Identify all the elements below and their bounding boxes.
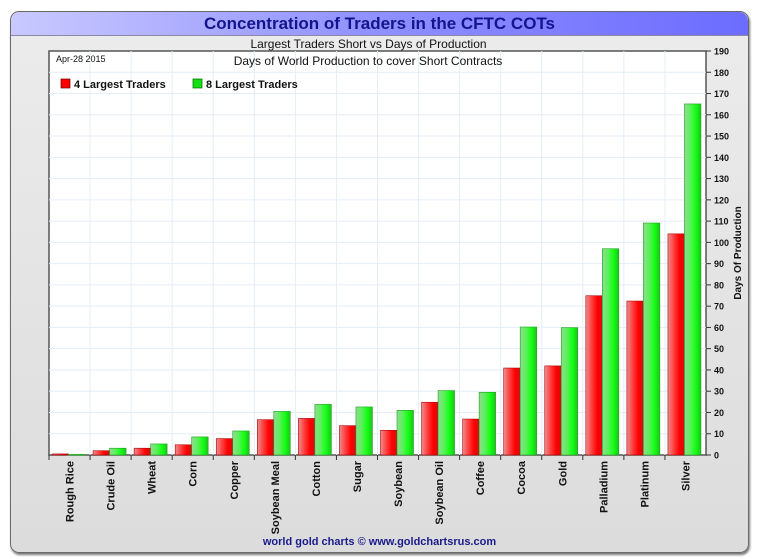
bar-4-largest-crude-oil xyxy=(92,450,110,456)
bar-8-largest-cocoa xyxy=(519,326,537,456)
bar-8-largest-copper xyxy=(232,430,250,456)
chart-title: Concentration of Traders in the CFTC COT… xyxy=(203,14,556,33)
y-tick-label: 40 xyxy=(714,365,724,375)
x-tick-label: Crude Oil xyxy=(106,461,118,511)
y-tick-label: 10 xyxy=(714,429,724,439)
x-tick-label: Soybean Oil xyxy=(434,461,446,525)
legend: 4 Largest Traders 8 Largest Traders xyxy=(60,78,298,91)
x-tick-label: Cotton xyxy=(311,461,323,497)
bar-4-largest-corn xyxy=(174,444,192,456)
bar-8-largest-palladium xyxy=(602,248,620,456)
axes: 0 10 20 30 40 50 60 70 80 90 100 110 120 130 140 150 160… xyxy=(48,47,729,534)
x-tick-label: Palladium xyxy=(598,461,610,513)
bar-4-largest-soybean xyxy=(380,430,398,456)
bar-8-largest-silver xyxy=(684,103,702,456)
bar-8-largest-platinum xyxy=(643,222,661,456)
bar-8-largest-crude-oil xyxy=(109,447,127,456)
bar-4-largest-cotton xyxy=(298,418,316,456)
y-tick-label: 60 xyxy=(714,323,724,333)
bars xyxy=(51,103,702,456)
x-tick-label: Sugar xyxy=(352,460,364,492)
y-tick-label: 70 xyxy=(714,302,724,312)
legend-swatch-8-largest xyxy=(192,78,203,89)
y-tick-label: 20 xyxy=(714,408,724,418)
y-tick-label: 30 xyxy=(714,387,724,397)
y-tick-label: 50 xyxy=(714,344,724,354)
y-tick-label: 120 xyxy=(714,195,729,205)
bar-4-largest-copper xyxy=(215,438,234,456)
legend-swatch-4-largest xyxy=(60,78,71,89)
legend-label-8-largest: 8 Largest Traders xyxy=(206,79,298,91)
bar-8-largest-sugar xyxy=(355,406,373,456)
bar-8-largest-cotton xyxy=(314,404,332,456)
bar-8-largest-soybean-oil xyxy=(437,390,455,456)
bar-8-largest-rough-rice xyxy=(68,454,86,456)
y-tick-label: 190 xyxy=(714,47,729,57)
date-label: Apr-28 2015 xyxy=(56,54,106,64)
x-tick-label: Cocoa xyxy=(516,460,528,495)
bar-8-largest-soybean-meal xyxy=(273,411,291,456)
bar-8-largest-gold xyxy=(560,327,579,456)
x-tick-label: Coffee xyxy=(475,461,487,495)
title-band: Concentration of Traders in the CFTC COT… xyxy=(11,12,748,36)
bar-4-largest-cocoa xyxy=(503,367,521,456)
y-tick-label: 160 xyxy=(714,110,729,120)
bar-4-largest-gold xyxy=(544,365,562,456)
bar-4-largest-coffee xyxy=(462,418,480,456)
bar-4-largest-soybean-meal xyxy=(257,419,275,456)
y-tick-label: 90 xyxy=(714,259,724,269)
x-tick-label: Gold xyxy=(557,461,569,486)
x-tick-label: Platinum xyxy=(639,461,651,508)
bar-8-largest-corn xyxy=(191,436,209,456)
y-tick-label: 130 xyxy=(714,174,729,184)
legend-label-4-largest: 4 Largest Traders xyxy=(74,79,166,91)
x-tick-label: Copper xyxy=(229,460,241,499)
x-tick-label: Corn xyxy=(188,461,200,487)
x-tick-label: Soybean Meal xyxy=(270,461,282,534)
footer-credit: world gold charts © www.goldchartsrus.co… xyxy=(262,536,497,548)
y-tick-label: 180 xyxy=(714,68,729,78)
bar-8-largest-wheat xyxy=(150,443,168,456)
chart-subtitle: Largest Traders Short vs Days of Product… xyxy=(250,37,487,51)
x-tick-label: Soybean xyxy=(393,461,405,507)
bar-4-largest-wheat xyxy=(133,447,151,456)
x-tick-label: Silver xyxy=(680,460,692,491)
x-tick-label: Rough Rice xyxy=(65,461,77,522)
bar-4-largest-sugar xyxy=(339,425,357,456)
bar-4-largest-soybean-oil xyxy=(421,401,439,456)
y-tick-label: 170 xyxy=(714,89,729,99)
bar-8-largest-coffee xyxy=(478,391,496,456)
x-tick-label: Wheat xyxy=(147,461,159,494)
bar-4-largest-platinum xyxy=(626,300,644,456)
bar-8-largest-soybean xyxy=(396,410,414,456)
y-tick-label: 110 xyxy=(714,217,729,227)
y-axis-label: Days Of Production xyxy=(733,206,744,299)
y-tick-label: 150 xyxy=(714,132,729,142)
y-tick-label: 0 xyxy=(714,451,719,461)
inner-title: Days of World Production to cover Short … xyxy=(234,54,503,68)
bar-4-largest-palladium xyxy=(585,295,603,456)
y-tick-label: 140 xyxy=(714,153,729,163)
bar-4-largest-silver xyxy=(667,233,685,456)
bar-4-largest-rough-rice xyxy=(51,453,69,456)
y-tick-label: 80 xyxy=(714,280,724,290)
y-tick-label: 100 xyxy=(714,238,729,248)
